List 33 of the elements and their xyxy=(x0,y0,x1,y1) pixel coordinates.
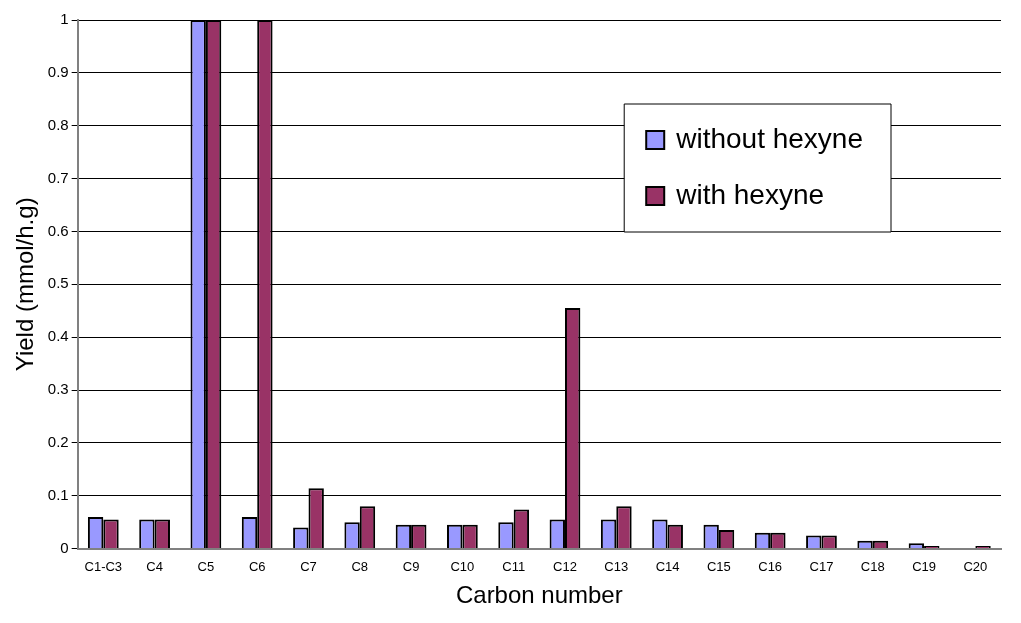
y-tick-label: 0.7 xyxy=(47,168,69,186)
y-tick-label: 0.9 xyxy=(47,63,69,80)
legend-label: with hexyne xyxy=(675,178,825,210)
y-tick-label: 0.2 xyxy=(47,433,69,451)
y-tick-label: 0.3 xyxy=(47,380,69,398)
y-tick-label: 0.5 xyxy=(47,274,69,292)
x-tick-label: C6 xyxy=(248,558,266,574)
y-axis-title: Yield (mmol/h.g) xyxy=(11,197,39,372)
legend-label: without hexyne xyxy=(675,122,864,154)
y-tick-label: 0.8 xyxy=(47,115,69,133)
x-tick-label: C8 xyxy=(351,558,369,574)
x-tick-label: C1-C3 xyxy=(84,558,123,574)
x-tick-label: C16 xyxy=(758,558,783,574)
y-tick-label: 1 xyxy=(60,10,69,28)
x-tick-label: C10 xyxy=(450,558,475,574)
x-tick-label: C4 xyxy=(146,558,163,574)
x-tick-label: C17 xyxy=(809,558,834,574)
y-tick-label: 0.6 xyxy=(47,221,69,239)
y-tick-label: 0.4 xyxy=(47,327,69,345)
y-tick-label: 0 xyxy=(60,538,69,556)
x-tick-label: C15 xyxy=(706,558,731,574)
y-tick-label: 0.1 xyxy=(47,485,69,503)
x-tick-label: C20 xyxy=(963,558,988,574)
x-tick-label: C9 xyxy=(402,558,420,574)
x-tick-label: C11 xyxy=(502,558,526,574)
x-tick-label: C18 xyxy=(860,558,885,574)
x-tick-label: C12 xyxy=(553,558,577,574)
x-tick-label: C13 xyxy=(604,558,629,574)
x-axis-title: Carbon number xyxy=(455,581,623,609)
x-tick-label: C14 xyxy=(655,558,680,574)
x-tick-label: C5 xyxy=(197,558,215,574)
x-tick-label: C7 xyxy=(300,558,317,574)
x-tick-label: C19 xyxy=(912,558,936,574)
